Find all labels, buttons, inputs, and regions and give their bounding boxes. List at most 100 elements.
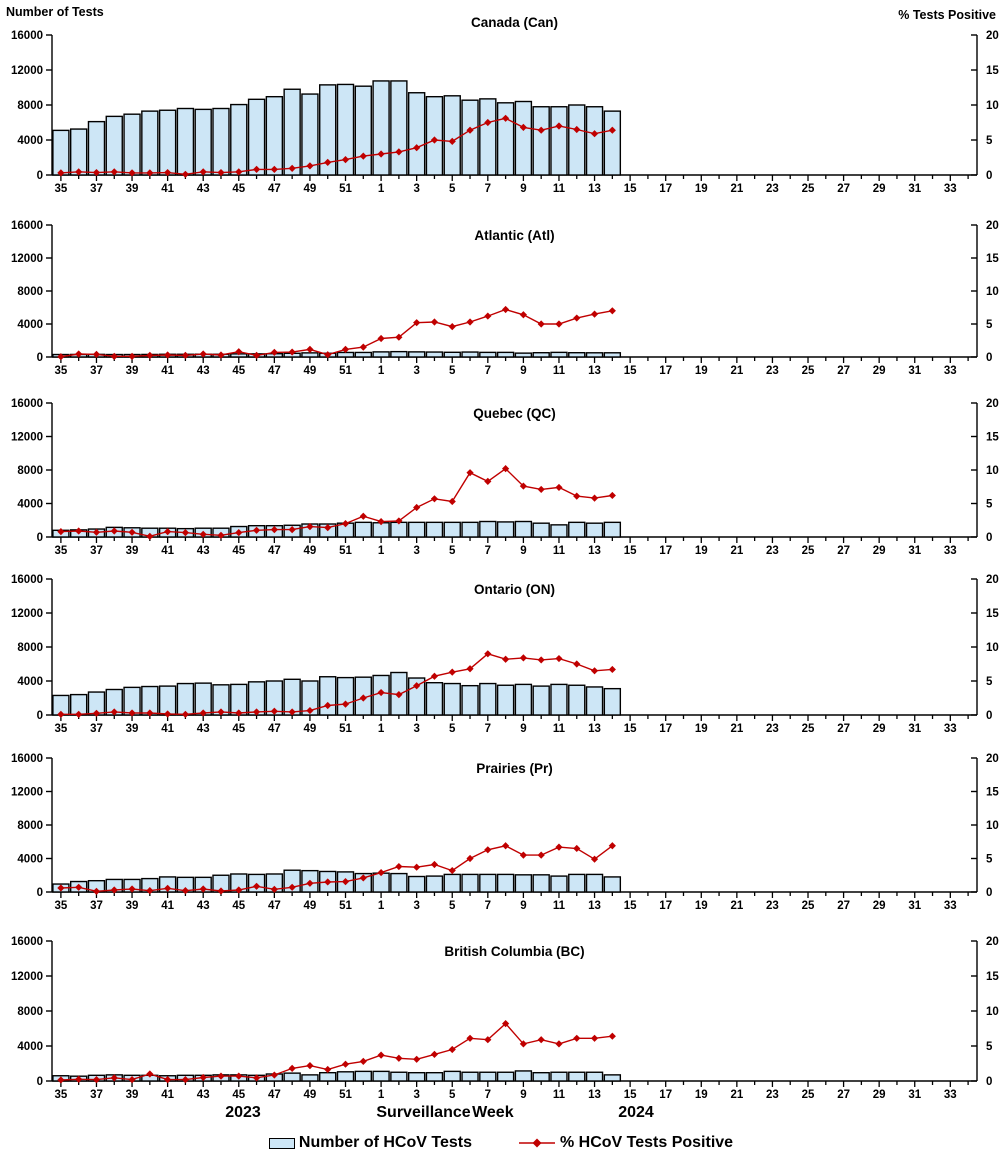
marker-week-43	[199, 885, 207, 893]
marker-week-3	[413, 144, 421, 152]
marker-week-50	[324, 158, 332, 166]
week-label: 7	[485, 183, 491, 195]
left-tick-label: 12000	[11, 971, 43, 983]
marker-week-47	[270, 885, 278, 893]
week-label: 3	[413, 723, 419, 735]
bar-week-4	[425, 351, 444, 358]
marker-week-37	[92, 350, 101, 358]
right-tick-label: 20	[986, 574, 999, 586]
marker-week-46	[252, 351, 261, 359]
marker-week-35	[57, 169, 65, 177]
week-label: 43	[197, 545, 210, 557]
right-tick-label: 20	[986, 398, 999, 410]
week-label: 43	[197, 1089, 210, 1101]
bar-week-7	[479, 1071, 497, 1082]
marker-week-39	[128, 169, 136, 177]
bar-week-10	[532, 874, 550, 893]
marker-week-1	[377, 150, 385, 158]
right-tick-label: 0	[986, 352, 992, 364]
week-label: 3	[413, 183, 419, 195]
week-label: 41	[161, 1089, 174, 1101]
marker-week-46	[252, 165, 261, 173]
marker-week-49	[306, 162, 314, 170]
week-label: 15	[624, 900, 637, 912]
week-label: 37	[90, 365, 103, 377]
marker-week-45	[235, 1072, 243, 1080]
week-label: 19	[695, 723, 708, 735]
panel-title: Canada (Can)	[471, 15, 558, 30]
bar-week-40	[141, 110, 159, 176]
bar-week-3	[407, 92, 426, 176]
bar-week-7	[479, 351, 497, 358]
week-label: 45	[232, 723, 245, 735]
bar-week-14	[603, 687, 622, 716]
marker-week-11	[555, 320, 563, 328]
week-label: 51	[339, 365, 352, 377]
week-label: 19	[695, 900, 708, 912]
marker-week-39	[128, 528, 136, 536]
bar-week-14	[603, 521, 622, 538]
marker-week-1	[377, 688, 385, 697]
right-tick-label: 20	[986, 753, 999, 765]
bar-week-8	[496, 351, 515, 358]
week-label: 11	[553, 900, 566, 912]
week-label: 5	[449, 723, 456, 735]
marker-week-10	[537, 851, 545, 859]
bar-week-8	[496, 102, 515, 176]
bar-week-2	[390, 1071, 408, 1082]
marker-week-38	[110, 708, 118, 716]
marker-week-4	[430, 860, 439, 869]
right-axis-title: % Tests Positive	[898, 8, 996, 22]
marker-week-38	[110, 168, 118, 176]
left-tick-label: 8000	[17, 820, 43, 832]
week-label: 45	[232, 365, 245, 377]
week-label: 9	[520, 365, 526, 377]
week-label: 9	[520, 183, 526, 195]
week-label: 17	[659, 723, 672, 735]
week-label: 49	[304, 1089, 317, 1101]
bar-week-44	[212, 107, 230, 176]
right-tick-label: 5	[986, 854, 993, 866]
bar-week-5	[443, 351, 461, 358]
marker-week-12	[573, 844, 581, 853]
marker-week-52	[359, 694, 367, 702]
marker-week-5	[448, 1045, 456, 1054]
marker-week-49	[306, 345, 314, 354]
week-label: 19	[695, 545, 708, 557]
bar-week-2	[390, 872, 408, 893]
marker-week-35	[57, 1076, 65, 1084]
marker-week-35	[57, 528, 65, 536]
week-label: 45	[232, 1089, 245, 1101]
week-label: 17	[659, 1089, 672, 1101]
week-label: 29	[873, 545, 886, 557]
marker-week-37	[92, 1076, 101, 1084]
week-label: 41	[161, 723, 174, 735]
bar-week-49	[301, 1074, 319, 1082]
week-label: 5	[449, 365, 456, 377]
left-tick-label: 8000	[17, 100, 43, 112]
bar-week-41	[158, 109, 177, 176]
bar-week-4	[425, 875, 444, 893]
bar-week-7	[479, 520, 497, 538]
marker-week-13	[590, 310, 599, 318]
week-label: 3	[413, 545, 419, 557]
left-tick-label: 12000	[11, 432, 43, 444]
marker-week-4	[430, 136, 439, 144]
marker-week-47	[270, 526, 278, 534]
week-label: 27	[837, 1089, 850, 1101]
week-label: 23	[766, 365, 779, 377]
marker-week-44	[217, 531, 225, 539]
year-label-2024: 2024	[618, 1104, 654, 1121]
marker-week-50	[324, 524, 332, 532]
marker-week-5	[448, 668, 456, 676]
marker-week-10	[537, 126, 545, 134]
week-label: 27	[837, 900, 850, 912]
week-label: 49	[304, 183, 317, 195]
marker-week-51	[341, 345, 350, 354]
marker-week-36	[75, 883, 83, 891]
bar-week-3	[407, 1071, 426, 1082]
week-label: 3	[413, 365, 419, 377]
